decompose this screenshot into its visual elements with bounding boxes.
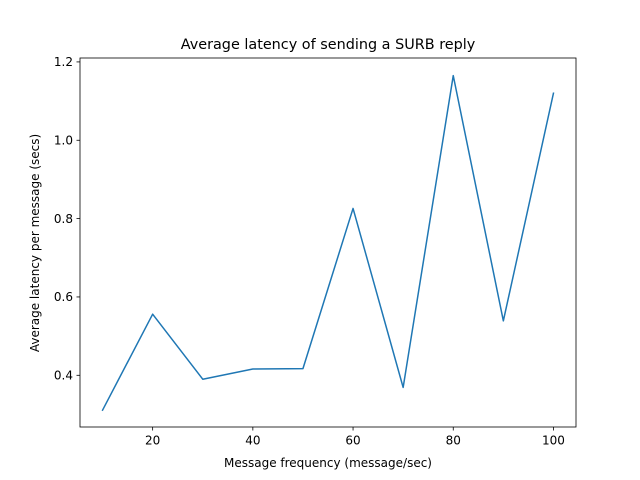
y-tick-label: 0.6 — [54, 290, 73, 304]
plot-area: 20 40 60 80 100 0.4 0.6 0.8 1.0 1.2 — [54, 55, 577, 448]
chart-title: Average latency of sending a SURB reply — [181, 37, 476, 53]
y-tick-label: 0.8 — [54, 212, 73, 226]
x-tick-label: 100 — [542, 434, 565, 448]
series-line-0 — [101, 74, 555, 412]
y-tick-label: 1.2 — [54, 55, 73, 69]
plot-frame — [79, 57, 577, 428]
x-tick-label: 20 — [145, 434, 160, 448]
x-tick-label: 40 — [245, 434, 260, 448]
y-axis-label: Average latency per message (secs) — [28, 134, 42, 352]
x-tick-label: 60 — [345, 434, 360, 448]
y-tick-label: 1.0 — [54, 134, 73, 148]
x-axis-label: Message frequency (message/sec) — [224, 456, 432, 470]
y-tick-label: 0.4 — [54, 369, 73, 383]
x-tick-label: 80 — [446, 434, 461, 448]
